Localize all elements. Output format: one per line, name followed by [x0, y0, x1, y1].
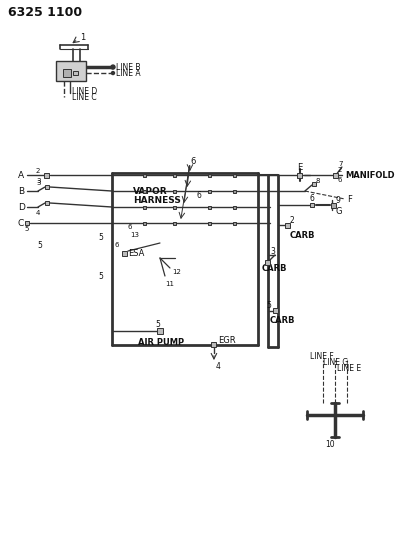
- Text: 6: 6: [338, 177, 342, 183]
- Bar: [44, 173, 49, 177]
- Text: LINE G: LINE G: [323, 359, 348, 367]
- Text: CARB: CARB: [290, 230, 315, 239]
- Text: 9: 9: [336, 196, 341, 205]
- Bar: [233, 190, 237, 192]
- Bar: [45, 185, 49, 189]
- Bar: [286, 222, 290, 228]
- Text: 5: 5: [266, 302, 271, 311]
- Text: 5: 5: [155, 320, 160, 329]
- Text: 6325 1100: 6325 1100: [8, 5, 82, 19]
- Text: F: F: [347, 195, 352, 204]
- Bar: [25, 221, 29, 225]
- Text: EGR: EGR: [218, 336, 235, 345]
- Bar: [73, 71, 78, 75]
- Bar: [56, 61, 86, 81]
- Text: 8: 8: [316, 178, 320, 184]
- Text: 7: 7: [338, 161, 342, 167]
- Text: LINE C: LINE C: [72, 93, 97, 102]
- Text: LINE B: LINE B: [116, 62, 140, 71]
- Text: 4: 4: [36, 210, 40, 216]
- Text: B: B: [18, 187, 24, 196]
- Bar: [144, 222, 146, 224]
- Bar: [331, 203, 337, 207]
- Text: 2: 2: [36, 168, 40, 174]
- Bar: [208, 206, 211, 208]
- Text: 6: 6: [128, 224, 133, 230]
- Text: 1: 1: [80, 33, 85, 42]
- Circle shape: [111, 65, 115, 69]
- Bar: [208, 190, 211, 192]
- Bar: [173, 190, 176, 192]
- Text: VAPOR: VAPOR: [133, 187, 168, 196]
- Bar: [233, 222, 237, 224]
- Bar: [233, 206, 237, 208]
- Text: 4: 4: [216, 362, 221, 372]
- Text: 5: 5: [98, 232, 103, 241]
- Text: D: D: [18, 203, 25, 212]
- Circle shape: [111, 71, 115, 75]
- Bar: [173, 222, 176, 224]
- Bar: [208, 174, 211, 176]
- Text: 5: 5: [24, 226, 29, 232]
- Bar: [63, 69, 71, 77]
- Text: CARB: CARB: [262, 264, 288, 273]
- Text: 6: 6: [115, 242, 120, 248]
- Text: 2: 2: [290, 215, 295, 224]
- Text: 11: 11: [165, 281, 174, 287]
- Bar: [144, 190, 146, 192]
- Text: LINE A: LINE A: [116, 69, 141, 77]
- Text: 6: 6: [310, 193, 315, 203]
- Text: E: E: [297, 163, 302, 172]
- Bar: [45, 201, 49, 205]
- Text: C: C: [18, 219, 24, 228]
- Bar: [273, 309, 278, 313]
- Text: HARNESS: HARNESS: [133, 196, 181, 205]
- Text: 3: 3: [36, 180, 40, 186]
- Text: ESA: ESA: [128, 248, 144, 257]
- Text: 6: 6: [197, 190, 202, 199]
- Bar: [122, 251, 127, 255]
- Text: CARB: CARB: [270, 317, 295, 326]
- Text: G: G: [336, 206, 342, 215]
- Text: 10: 10: [325, 440, 335, 449]
- Bar: [266, 260, 271, 264]
- Text: 5: 5: [98, 272, 103, 281]
- Text: AIR PUMP: AIR PUMP: [138, 338, 184, 348]
- Text: 3: 3: [270, 246, 275, 255]
- Bar: [157, 328, 163, 334]
- Bar: [173, 206, 176, 208]
- Bar: [208, 222, 211, 224]
- Bar: [173, 174, 176, 176]
- Bar: [312, 182, 316, 186]
- Text: 2: 2: [338, 167, 342, 173]
- Text: 5: 5: [37, 240, 42, 249]
- Bar: [310, 203, 314, 207]
- Text: LINE D: LINE D: [72, 86, 97, 95]
- Bar: [144, 206, 146, 208]
- Text: A: A: [18, 171, 24, 180]
- Bar: [333, 173, 338, 177]
- Bar: [144, 174, 146, 176]
- Bar: [297, 173, 302, 177]
- Text: 13: 13: [130, 232, 139, 238]
- Bar: [211, 343, 217, 348]
- Text: LINE F: LINE F: [310, 352, 334, 361]
- Text: 3: 3: [36, 178, 40, 184]
- Bar: [233, 174, 237, 176]
- Text: MANIFOLD: MANIFOLD: [345, 171, 395, 180]
- Text: 6: 6: [190, 157, 195, 166]
- Text: 12: 12: [172, 269, 181, 275]
- Text: LINE E: LINE E: [337, 365, 361, 374]
